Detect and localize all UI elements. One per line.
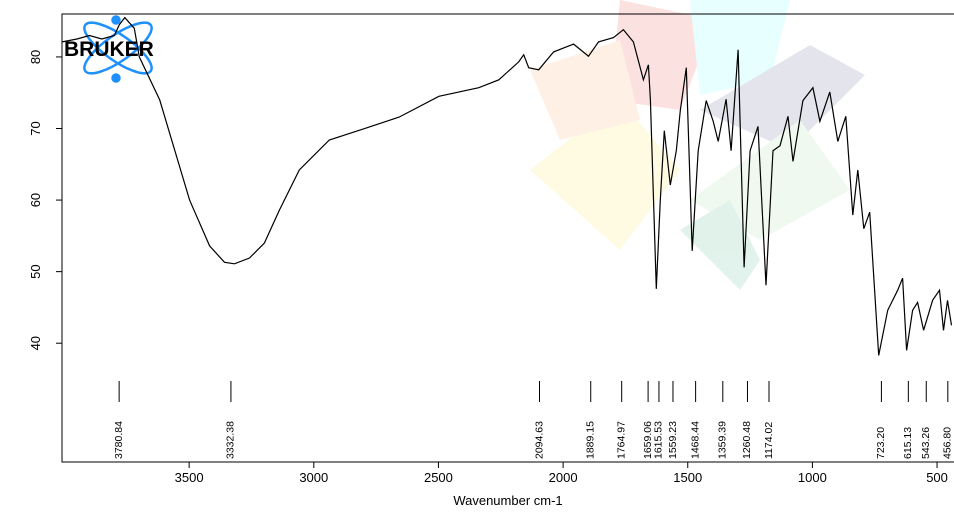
peak-label: 3780.84 [113,421,125,459]
peak-label: 456.80 [942,427,954,459]
x-tick-label: 1000 [798,470,827,485]
peak-label: 723.20 [875,427,887,459]
peak-label: 1764.97 [615,421,627,459]
x-axis-title: Wavenumber cm-1 [453,493,562,508]
peak-label: 1260.48 [741,421,753,459]
x-tick-label: 2500 [424,470,453,485]
y-tick-label: 70 [28,121,43,135]
peak-label: 543.26 [920,427,932,459]
x-tick-label: 500 [926,470,948,485]
x-tick-label: 2000 [549,470,578,485]
peak-label: 1468.44 [689,421,701,459]
watermark [530,0,865,290]
chart: BRUKER Wavenumber cm-1 3500 3000 2500 2000 1… [0,0,954,516]
peak-label: 3332.38 [225,421,237,459]
x-tick-label: 3000 [299,470,328,485]
peak-label: 2094.63 [533,421,545,459]
peak-label: 615.13 [902,427,914,459]
y-tick-label: 80 [28,50,43,64]
peak-label: 1174.02 [763,422,775,459]
peak-label: 1359.39 [717,421,729,459]
x-tick-label: 1500 [673,470,702,485]
x-tick-label: 3500 [175,470,204,485]
y-tick-label: 40 [28,336,43,350]
logo: BRUKER [64,38,154,61]
peak-label: 1615.53 [653,421,665,459]
peak-label: 1889.15 [585,421,597,459]
peak-label: 1559.23 [667,421,679,459]
y-tick-label: 60 [28,193,43,207]
page: {"chart_data": {"type": "line", "logo": … [0,0,954,516]
y-tick-label: 50 [28,264,43,278]
